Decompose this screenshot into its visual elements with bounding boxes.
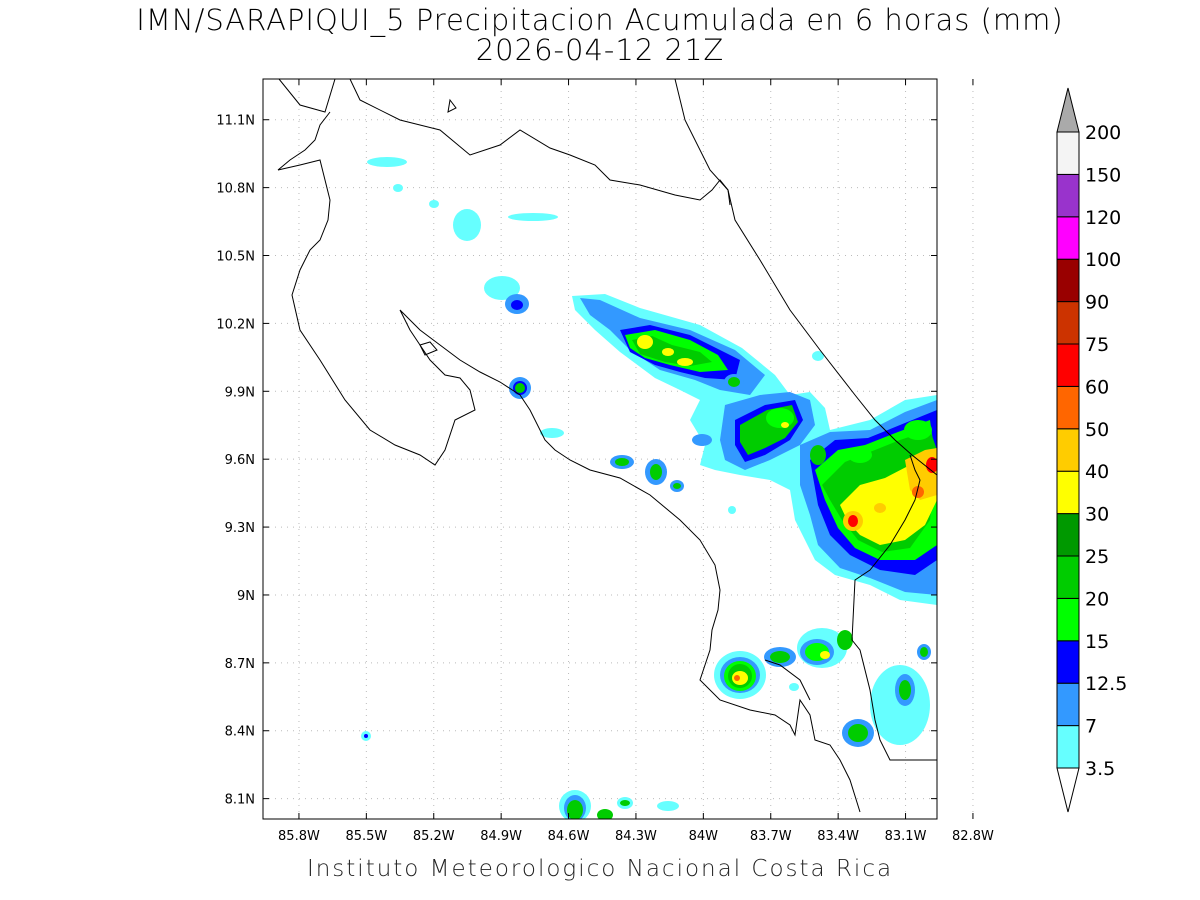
y-tick-label: 9.6N [225,453,255,468]
x-tick-label: 85.5W [345,829,387,844]
colorbar-label: 20 [1085,588,1109,610]
map-title: IMN/SARAPIQUI_5 Precipitacion Acumulada … [136,3,1064,37]
y-tick-label: 9.3N [225,521,255,536]
x-tick-label: 84.3W [615,829,657,844]
colorbar-label: 150 [1085,164,1121,186]
colorbar-swatch [1056,428,1080,472]
colorbar-label: 100 [1085,249,1121,271]
x-tick-label: 82.8W [952,829,994,844]
x-tick-label: 83.1W [885,829,927,844]
colorbar-label: 15 [1085,631,1109,653]
colorbar-swatch [1056,385,1080,430]
colorbar-label: 120 [1085,207,1121,229]
y-tick-label: 8.7N [225,657,255,672]
credit-text: Instituto Meteorologico Nacional Costa R… [306,856,894,882]
x-tick-label: 83.4W [817,829,859,844]
y-tick-label: 10.8N [216,182,255,197]
colorbar-label: 3.5 [1085,758,1115,780]
colorbar-swatch [1056,513,1080,557]
colorbar-label: 30 [1085,504,1109,526]
y-tick-label: 9.9N [225,385,255,400]
precipitation-field [361,157,937,819]
y-tick-label: 8.1N [225,793,255,808]
colorbar-label: 50 [1085,419,1109,441]
colorbar-swatch [1056,301,1080,345]
x-tick-label: 84.9W [480,829,522,844]
colorbar-label: 200 [1085,122,1121,144]
colorbar-swatch [1056,470,1080,515]
map-axes: 85.8W 85.5W 85.2W 84.9W 84.6W 84.3W 84W 83.7W 83… [216,79,994,844]
colorbar-label: 60 [1085,376,1109,398]
colorbar-max-arrow [1056,87,1080,133]
colorbar-label: 40 [1085,461,1109,483]
precip-cell [559,628,931,819]
precip-cell [572,294,937,605]
y-tick-label: 11.1N [216,114,255,129]
x-tick-label: 84.6W [548,829,590,844]
y-tick-label: 10.5N [216,250,255,265]
y-tick-label: 9N [237,589,255,604]
colorbar-swatch [1056,555,1080,599]
colorbar-min-arrow [1056,767,1080,813]
x-tick-label: 85.8W [278,829,320,844]
colorbar-swatch [1056,725,1080,769]
colorbar-label: 12.5 [1085,673,1127,695]
map-subtitle-datetime: 2026-04-12 21Z [475,33,725,67]
x-tick-label: 83.7W [750,829,792,844]
precip-cell [361,157,564,741]
y-tick-label: 10.2N [216,317,255,332]
colorbar-label: 25 [1085,546,1109,568]
colorbar-label: 75 [1085,334,1109,356]
colorbar-swatch [1056,258,1080,303]
x-tick-label: 85.2W [413,829,455,844]
colorbar-label: 7 [1085,716,1097,738]
colorbar: 3.5 7 12.5 15 20 25 30 40 50 60 75 90 100 120 150 200 [1056,87,1127,813]
colorbar-swatch [1056,216,1080,260]
colorbar-swatch [1056,682,1080,727]
y-tick-label: 8.4N [225,725,255,740]
colorbar-swatch [1056,640,1080,684]
colorbar-swatch [1056,597,1080,642]
map-frame [262,78,938,820]
x-tick-label: 84W [689,829,719,844]
colorbar-label: 90 [1085,292,1109,314]
colorbar-swatch [1056,173,1080,218]
coastline [277,79,937,813]
colorbar-swatch [1056,343,1080,387]
colorbar-swatch [1056,131,1080,175]
